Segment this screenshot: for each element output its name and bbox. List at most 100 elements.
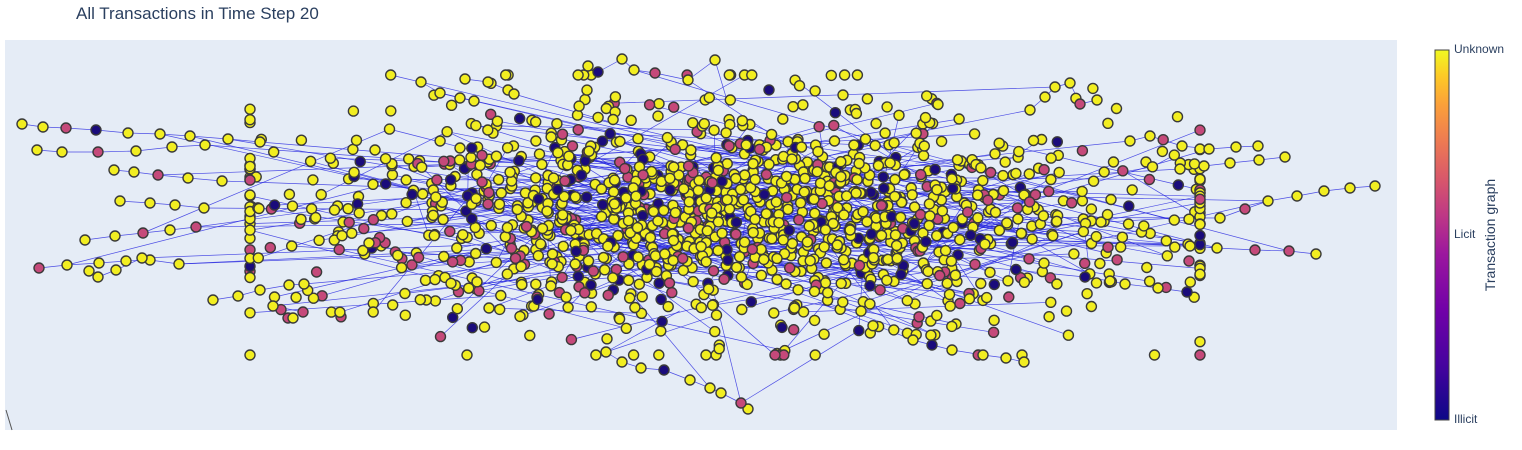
transaction-node[interactable] <box>490 256 502 269</box>
transaction-node[interactable] <box>505 242 518 255</box>
transaction-node[interactable] <box>954 297 966 310</box>
transaction-node[interactable] <box>837 254 850 266</box>
transaction-node[interactable] <box>438 250 450 263</box>
transaction-node[interactable] <box>850 107 863 120</box>
transaction-node[interactable] <box>1105 193 1117 206</box>
transaction-node[interactable] <box>835 155 847 168</box>
transaction-node[interactable] <box>1015 227 1027 240</box>
transaction-node[interactable] <box>573 100 585 112</box>
transaction-node[interactable] <box>1253 154 1265 166</box>
transaction-node[interactable] <box>946 173 958 185</box>
transaction-node[interactable] <box>910 127 922 139</box>
transaction-node[interactable] <box>769 349 781 361</box>
transaction-node[interactable] <box>585 279 597 291</box>
transaction-node[interactable] <box>723 69 735 81</box>
transaction-node[interactable] <box>383 123 396 135</box>
transaction-node[interactable] <box>1138 220 1150 232</box>
transaction-node[interactable] <box>921 278 933 290</box>
transaction-node[interactable] <box>616 356 628 368</box>
transaction-node[interactable] <box>267 300 279 312</box>
transaction-node[interactable] <box>783 224 795 237</box>
transaction-node[interactable] <box>1085 203 1098 215</box>
transaction-node[interactable] <box>430 191 442 203</box>
transaction-node[interactable] <box>1003 291 1015 303</box>
transaction-node[interactable] <box>367 306 379 318</box>
transaction-node[interactable] <box>562 301 574 314</box>
transaction-node[interactable] <box>466 142 478 154</box>
transaction-node[interactable] <box>1076 185 1088 198</box>
transaction-node[interactable] <box>652 110 664 122</box>
transaction-node[interactable] <box>999 156 1011 168</box>
transaction-node[interactable] <box>804 255 816 267</box>
transaction-node[interactable] <box>602 289 614 301</box>
transaction-node[interactable] <box>1010 263 1022 276</box>
transaction-node[interactable] <box>624 292 636 304</box>
transaction-node[interactable] <box>1176 140 1188 152</box>
transaction-node[interactable] <box>913 311 925 323</box>
transaction-node[interactable] <box>1291 190 1303 202</box>
transaction-node[interactable] <box>353 207 365 219</box>
transaction-node[interactable] <box>881 274 893 286</box>
transaction-node[interactable] <box>803 220 815 232</box>
transaction-node[interactable] <box>453 154 466 166</box>
transaction-node[interactable] <box>889 173 901 186</box>
transaction-node[interactable] <box>602 240 614 252</box>
transaction-node[interactable] <box>1110 102 1123 115</box>
transaction-node[interactable] <box>653 277 665 289</box>
transaction-node[interactable] <box>264 241 276 254</box>
transaction-node[interactable] <box>620 192 632 204</box>
transaction-node[interactable] <box>988 278 1000 291</box>
transaction-node[interactable] <box>1161 250 1174 262</box>
transaction-node[interactable] <box>417 188 429 200</box>
transaction-node[interactable] <box>1310 248 1322 260</box>
transaction-node[interactable] <box>268 199 281 211</box>
transaction-node[interactable] <box>451 242 463 254</box>
transaction-node[interactable] <box>971 189 984 201</box>
transaction-node[interactable] <box>669 206 682 219</box>
transaction-node[interactable] <box>735 397 747 409</box>
transaction-node[interactable] <box>545 280 557 292</box>
transaction-node[interactable] <box>831 239 843 251</box>
transaction-node[interactable] <box>1091 94 1103 106</box>
transaction-node[interactable] <box>482 198 494 210</box>
transaction-node[interactable] <box>504 166 516 178</box>
transaction-node[interactable] <box>881 101 893 113</box>
transaction-node[interactable] <box>712 164 724 177</box>
transaction-node[interactable] <box>782 203 794 216</box>
transaction-node[interactable] <box>1104 275 1116 287</box>
transaction-node[interactable] <box>608 198 621 210</box>
transaction-node[interactable] <box>666 286 678 299</box>
transaction-node[interactable] <box>809 85 821 97</box>
transaction-node[interactable] <box>468 95 480 107</box>
transaction-node[interactable] <box>635 362 647 374</box>
transaction-node[interactable] <box>494 303 506 316</box>
transaction-node[interactable] <box>664 184 676 196</box>
transaction-node[interactable] <box>1053 166 1065 179</box>
transaction-node[interactable] <box>812 145 824 158</box>
transaction-node[interactable] <box>513 154 525 167</box>
transaction-node[interactable] <box>530 116 542 128</box>
transaction-node[interactable] <box>838 69 851 81</box>
transaction-node[interactable] <box>33 262 45 274</box>
transaction-node[interactable] <box>244 307 256 319</box>
transaction-node[interactable] <box>706 176 718 189</box>
transaction-node[interactable] <box>709 54 721 66</box>
transaction-node[interactable] <box>678 183 690 195</box>
transaction-node[interactable] <box>419 274 432 286</box>
transaction-node[interactable] <box>1065 197 1078 209</box>
transaction-node[interactable] <box>931 309 943 322</box>
transaction-node[interactable] <box>482 124 494 136</box>
transaction-node[interactable] <box>137 227 149 239</box>
transaction-node[interactable] <box>1156 145 1169 158</box>
transaction-node[interactable] <box>1144 130 1156 142</box>
transaction-node[interactable] <box>546 248 559 260</box>
transaction-node[interactable] <box>607 186 620 198</box>
transaction-node[interactable] <box>784 262 796 274</box>
transaction-node[interactable] <box>820 257 832 269</box>
transaction-node[interactable] <box>969 258 981 270</box>
transaction-node[interactable] <box>1023 168 1036 180</box>
transaction-node[interactable] <box>823 180 836 192</box>
transaction-node[interactable] <box>740 139 752 151</box>
transaction-node[interactable] <box>363 237 375 249</box>
transaction-node[interactable] <box>92 271 104 283</box>
